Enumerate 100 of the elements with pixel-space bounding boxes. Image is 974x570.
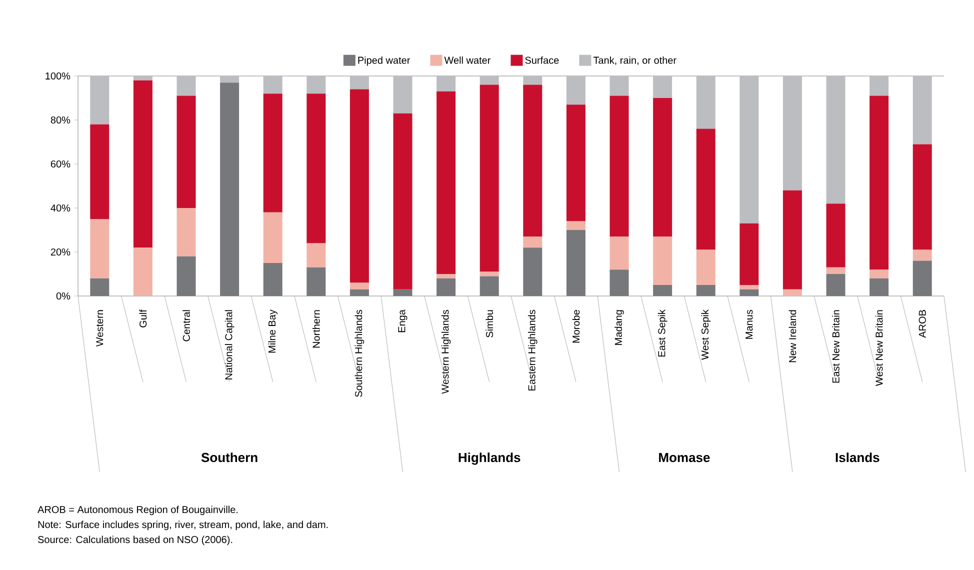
y-tick-label: 40%	[50, 204, 70, 212]
bar	[393, 289, 412, 296]
bar	[566, 230, 586, 296]
x-tick-label: Enga	[398, 310, 408, 332]
source-note: Source: Calculations based on NSO (2006).	[38, 536, 232, 546]
bar	[176, 208, 196, 256]
bar	[306, 94, 326, 244]
bar	[436, 76, 456, 92]
bar	[782, 289, 802, 296]
bar	[263, 212, 282, 263]
bar	[133, 76, 152, 80]
bar	[912, 76, 932, 144]
bar	[263, 94, 282, 212]
bar	[566, 76, 586, 105]
bar	[653, 285, 672, 296]
bar	[393, 113, 412, 290]
bar	[696, 285, 716, 296]
bar	[436, 278, 456, 296]
bar	[263, 76, 282, 94]
text: Momase	[659, 453, 710, 462]
bar	[350, 289, 369, 296]
x-tick-label: Madang	[614, 310, 624, 345]
bar	[912, 250, 932, 261]
text: AROB = Autonomous Region of Bougainville.	[38, 506, 238, 516]
y-tick-label: 60%	[50, 160, 70, 168]
legend-label: Well water	[444, 56, 491, 64]
legend-label: Piped water	[358, 56, 410, 66]
bar	[133, 248, 152, 296]
bar	[870, 76, 889, 96]
legend-label: Tank, rain, or other	[593, 56, 676, 65]
x-tick-label: Central	[182, 310, 190, 342]
x-tick-label: Northern	[312, 310, 320, 348]
text: Note: Surface includes spring, river, stream, pond, lake, and dam.	[38, 520, 328, 530]
bar	[653, 98, 672, 237]
x-tick-label: Gulf	[139, 310, 147, 328]
bar	[306, 267, 326, 296]
bar	[350, 89, 369, 283]
bar	[826, 267, 846, 274]
bar	[480, 76, 499, 85]
bar	[870, 278, 889, 296]
bar	[826, 274, 846, 296]
bar	[90, 124, 110, 219]
x-tick-label: Eastern Highlands	[528, 310, 538, 390]
bar	[566, 221, 586, 230]
bar	[566, 104, 586, 222]
text: Southern	[201, 452, 258, 462]
x-tick-label: Morobe	[572, 310, 580, 343]
bar	[740, 289, 759, 296]
bar	[133, 80, 152, 248]
bar	[220, 82, 240, 296]
bar	[176, 76, 196, 96]
bar	[523, 236, 542, 248]
bar	[782, 76, 802, 190]
bar	[480, 84, 499, 272]
bar	[696, 250, 716, 285]
bar	[523, 84, 542, 237]
bar	[826, 204, 846, 268]
bar	[306, 76, 326, 94]
bar	[740, 76, 759, 224]
bar	[653, 236, 672, 285]
x-tick-label: Western	[96, 310, 104, 347]
x-tick-label: New Ireland	[788, 310, 796, 362]
x-tick-label: East New Britain	[832, 310, 840, 383]
bar	[870, 270, 889, 278]
x-tick-label: Southern Highlands	[354, 310, 364, 397]
bar	[393, 76, 412, 114]
bar	[90, 219, 110, 278]
bar	[653, 76, 672, 98]
bar	[176, 96, 196, 208]
bar	[870, 96, 889, 270]
bar	[696, 128, 716, 250]
bar	[696, 76, 716, 129]
y-tick-label: 100%	[46, 72, 70, 80]
x-tick-label: East Sepik	[658, 310, 668, 357]
bar	[523, 76, 542, 85]
bar	[610, 270, 629, 296]
bar	[740, 223, 759, 285]
bar	[912, 260, 932, 296]
x-tick-label: Simbu	[486, 310, 494, 338]
bar	[350, 76, 369, 90]
x-tick-label: Western Highlands	[441, 310, 451, 394]
text: Islands	[836, 452, 880, 462]
bar	[436, 91, 456, 274]
bar	[350, 282, 369, 290]
x-tick-label: West New Britain	[875, 310, 883, 386]
text: Highlands	[458, 452, 520, 465]
y-tick-label: 0%	[56, 292, 70, 300]
bar	[306, 243, 326, 268]
bar	[782, 190, 802, 290]
x-tick-label: National Capital	[224, 310, 234, 380]
bar	[480, 276, 499, 296]
x-tick-label: West Sepik	[701, 310, 711, 360]
legend-label: Surface	[525, 56, 559, 64]
bar	[740, 285, 759, 290]
bar	[176, 256, 196, 296]
bar	[90, 76, 110, 124]
x-tick-label: AROB	[918, 310, 926, 338]
bar	[90, 278, 110, 296]
bar	[826, 76, 846, 204]
bar	[610, 236, 629, 270]
